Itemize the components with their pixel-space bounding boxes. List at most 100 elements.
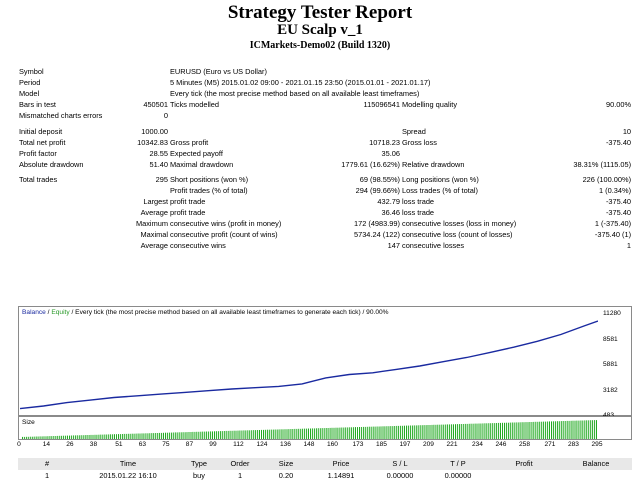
maximum-label: Maximum <box>135 219 168 228</box>
row-symbol: Symbol EURUSD (Euro vs US Dollar) <box>18 66 632 77</box>
size-bar <box>278 429 280 439</box>
size-bar <box>176 432 178 439</box>
deal-cell: 1 <box>44 471 50 480</box>
expected-payoff-value: 35.06 <box>381 149 401 158</box>
size-bar <box>370 426 372 439</box>
size-bar <box>268 429 270 439</box>
size-bar <box>221 431 223 439</box>
size-bar <box>214 431 215 439</box>
x-tick-label: 87 <box>185 441 194 448</box>
x-tick-label: 246 <box>495 441 507 448</box>
x-tick-label: 136 <box>279 441 291 448</box>
size-bar <box>541 421 543 439</box>
size-bar <box>500 422 501 439</box>
x-tick-label: 26 <box>66 441 74 448</box>
legend-description: / Every tick (the most precise method ba… <box>69 309 389 316</box>
row-profit-trades: Profit trades (% of total) 294 (99.66%) … <box>18 185 632 196</box>
row-average-consecutive: Average consecutive wins 147 consecutive… <box>18 240 632 251</box>
size-bar <box>319 428 321 439</box>
x-tick-label: 14 <box>42 441 51 448</box>
size-bar <box>284 429 286 439</box>
size-bar <box>474 423 476 439</box>
size-bar <box>116 434 117 439</box>
size-bar <box>447 424 449 439</box>
size-bar <box>190 432 192 439</box>
row-largest: Largest profit trade 432.79 loss trade -… <box>18 196 632 207</box>
size-bar <box>590 420 592 439</box>
size-bar <box>114 434 115 439</box>
size-bar <box>231 430 233 439</box>
size-bar <box>313 428 315 439</box>
size-bar <box>296 428 298 439</box>
size-bar <box>431 424 433 439</box>
size-bar <box>482 423 484 439</box>
size-bar <box>359 427 360 439</box>
size-bar <box>108 434 110 439</box>
size-bar <box>331 427 333 439</box>
size-bar <box>264 429 266 439</box>
size-bar <box>339 427 341 439</box>
size-bar <box>525 422 527 439</box>
x-tick-label: 185 <box>375 441 387 448</box>
maximal-consecutive-loss-label: consecutive loss (count of losses) <box>402 230 513 239</box>
x-tick-label: 63 <box>138 441 147 448</box>
symbol-label: Symbol <box>19 67 44 76</box>
size-bar <box>255 430 257 439</box>
maximal-consecutive-profit-label: consecutive profit (count of wins) <box>170 230 278 239</box>
row-average: Average profit trade 36.46 loss trade -3… <box>18 207 632 218</box>
size-bar <box>302 428 304 439</box>
size-bar <box>496 423 498 439</box>
size-bar <box>382 426 384 439</box>
size-bar <box>145 433 147 439</box>
size-bar <box>398 425 400 439</box>
size-bar <box>529 422 531 439</box>
size-bar <box>194 431 196 439</box>
size-bar <box>427 425 429 439</box>
size-bar <box>204 431 206 439</box>
x-tick-label: 0 <box>17 441 21 448</box>
deal-cell: 0.00000 <box>386 471 414 480</box>
size-bar <box>37 436 39 439</box>
size-bar <box>402 425 404 439</box>
average-consecutive-wins-label: consecutive wins <box>170 241 226 250</box>
size-bar <box>237 430 239 439</box>
size-bar <box>80 435 82 439</box>
size-bar <box>413 425 415 439</box>
size-bar <box>596 420 597 439</box>
size-bar <box>308 428 309 439</box>
size-bar <box>527 422 529 439</box>
size-bar <box>225 430 227 439</box>
size-bar <box>253 430 255 439</box>
deals-header-cell: T / P <box>428 458 488 470</box>
size-bar <box>251 430 253 439</box>
deal-cell <box>560 470 632 482</box>
size-bar <box>360 427 362 439</box>
average-profit-value: 36.46 <box>381 208 401 217</box>
size-bar <box>390 426 392 439</box>
gross-profit-label: Gross profit <box>170 138 209 147</box>
size-bar <box>45 436 47 439</box>
largest-label: Largest <box>143 197 168 206</box>
size-bar <box>345 427 347 439</box>
gross-loss-value: -375.40 <box>605 138 632 147</box>
size-bar <box>135 433 137 439</box>
size-bar <box>453 424 454 439</box>
size-bar <box>129 433 131 439</box>
size-bar <box>329 427 331 439</box>
size-bar <box>35 436 37 439</box>
period-value: 5 Minutes (M5) 2015.01.02 09:00 - 2021.0… <box>170 78 431 87</box>
size-bar <box>151 433 153 439</box>
size-bar <box>488 423 490 439</box>
size-bar <box>184 432 186 439</box>
size-bar <box>188 432 190 439</box>
size-bar <box>321 428 323 439</box>
size-bar <box>409 425 411 439</box>
size-bar <box>217 431 219 439</box>
y-tick-label: 11280 <box>603 310 621 317</box>
size-bar <box>552 421 554 439</box>
size-bar <box>25 436 27 439</box>
deal-cell: 0.00000 <box>444 471 472 480</box>
size-bar <box>102 434 104 439</box>
deals-header-cell: Size <box>262 458 310 470</box>
size-bar <box>74 435 76 439</box>
